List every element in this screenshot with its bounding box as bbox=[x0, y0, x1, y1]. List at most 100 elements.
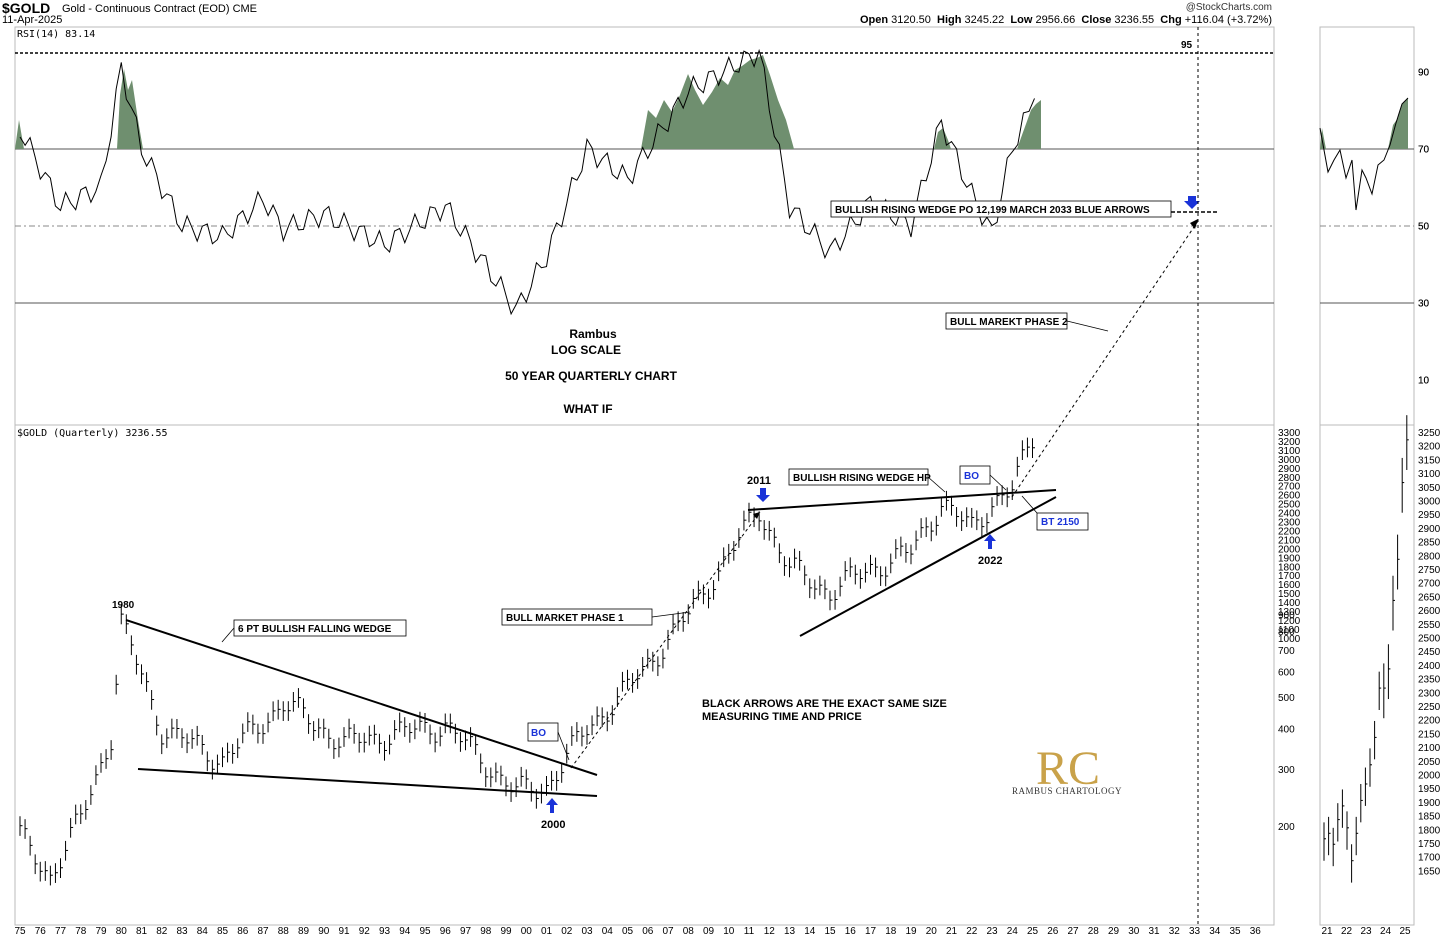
side-price-tick-label: 2900 bbox=[1418, 524, 1441, 535]
x-tick-label: 20 bbox=[926, 926, 938, 937]
rambus-chartology-logo: RC RAMBUS CHARTOLOGY bbox=[1012, 742, 1122, 796]
side-rsi-tick-label: 10 bbox=[1418, 376, 1430, 387]
x-tick-label: 30 bbox=[1128, 926, 1140, 937]
x-tick-label: 80 bbox=[116, 926, 128, 937]
side-x-tick-label: 23 bbox=[1360, 926, 1372, 937]
blue-down-arrow-2011-icon bbox=[756, 488, 770, 502]
logo-letters: RC bbox=[1036, 742, 1100, 795]
x-tick-label: 98 bbox=[480, 926, 492, 937]
side-price-tick-label: 3100 bbox=[1418, 469, 1441, 480]
open-value: 3120.50 bbox=[891, 14, 931, 26]
x-tick-label: 11 bbox=[744, 926, 755, 937]
x-tick-label: 10 bbox=[723, 926, 735, 937]
side-price-tick-label: 2850 bbox=[1418, 538, 1441, 549]
side-price-tick-label: 2700 bbox=[1418, 579, 1441, 590]
price-tick-label: 3100 bbox=[1278, 446, 1301, 457]
x-tick-label: 12 bbox=[764, 926, 776, 937]
x-tick-label: 77 bbox=[55, 926, 67, 937]
x-tick-label: 22 bbox=[966, 926, 978, 937]
side-price-tick-label: 1950 bbox=[1418, 784, 1441, 795]
x-tick-label: 09 bbox=[703, 926, 715, 937]
blue-up-arrow-2000-icon bbox=[546, 798, 558, 813]
side-price-tick-label: 3200 bbox=[1418, 442, 1441, 453]
x-tick-label: 97 bbox=[460, 926, 472, 937]
main-panel-frame bbox=[14, 26, 1275, 926]
x-tick-label: 99 bbox=[500, 926, 512, 937]
x-tick-label: 24 bbox=[1007, 926, 1019, 937]
price-tick-label: 2000 bbox=[1278, 544, 1301, 555]
phase2-arrowhead-icon bbox=[1190, 219, 1198, 229]
x-tick-label: 00 bbox=[521, 926, 533, 937]
x-tick-label: 75 bbox=[14, 926, 26, 937]
price-tick-label: 300 bbox=[1278, 765, 1295, 776]
target-arrow-icon bbox=[1184, 196, 1200, 209]
price-tick-label: 2400 bbox=[1278, 509, 1301, 520]
side-price-tick-label: 2400 bbox=[1418, 661, 1441, 672]
falling-wedge-label: 6 PT BULLISH FALLING WEDGE bbox=[238, 624, 392, 635]
side-rsi-line bbox=[1319, 97, 1409, 211]
price-bars bbox=[19, 437, 1035, 886]
low-value: 2956.66 bbox=[1035, 14, 1076, 26]
price-tick-label: 3300 bbox=[1278, 428, 1301, 439]
side-price-tick-label: 2650 bbox=[1418, 592, 1441, 603]
close-label: Close bbox=[1081, 14, 1112, 26]
x-tick-label: 84 bbox=[197, 926, 209, 937]
side-x-tick-label: 24 bbox=[1380, 926, 1392, 937]
phase1-arrowhead-icon bbox=[753, 512, 760, 519]
fifty-year-label: 50 YEAR QUARTERLY CHART bbox=[505, 369, 677, 383]
x-tick-label: 15 bbox=[824, 926, 836, 937]
price-tick-label: 2700 bbox=[1278, 482, 1301, 493]
x-tick-label: 31 bbox=[1148, 926, 1160, 937]
side-price-tick-label: 2200 bbox=[1418, 716, 1441, 727]
side-price-tick-label: 1750 bbox=[1418, 839, 1441, 850]
po-annotation-box bbox=[830, 200, 1172, 218]
price-tick-label: 2300 bbox=[1278, 518, 1301, 529]
x-tick-label: 32 bbox=[1169, 926, 1181, 937]
x-tick-label: 85 bbox=[217, 926, 229, 937]
price-tick-label: 3000 bbox=[1278, 455, 1301, 466]
side-rsi-tick-label: 90 bbox=[1418, 68, 1430, 79]
side-price-tick-label: 2000 bbox=[1418, 771, 1441, 782]
price-tick-label: 1400 bbox=[1278, 598, 1301, 609]
falling-wedge-lower bbox=[137, 768, 598, 797]
x-tick-label: 94 bbox=[399, 926, 411, 937]
rsi-axis-ticks: 90 70 50 30 10 bbox=[1418, 68, 1430, 387]
x-tick-label: 79 bbox=[95, 926, 107, 937]
rsi-tick-label: 50 bbox=[1418, 222, 1430, 233]
x-tick-label: 06 bbox=[642, 926, 654, 937]
x-tick-label: 35 bbox=[1229, 926, 1241, 937]
year-2000: 2000 bbox=[541, 819, 565, 831]
side-x-tick-label: 21 bbox=[1321, 926, 1333, 937]
black-arrows-note-1: BLACK ARROWS ARE THE EXACT SAME SIZE bbox=[702, 698, 947, 710]
x-tick-label: 90 bbox=[318, 926, 330, 937]
price-tick-label: 700 bbox=[1278, 646, 1295, 657]
rsi-95-marker: 95 bbox=[1181, 40, 1193, 51]
x-tick-label: 07 bbox=[662, 926, 674, 937]
bo1-label: BO bbox=[531, 728, 546, 739]
bull-phase2-pointer bbox=[1066, 320, 1109, 332]
x-tick-label: 25 bbox=[1027, 926, 1039, 937]
price-tick-label: 2200 bbox=[1278, 526, 1301, 537]
side-price-tick-label: 2950 bbox=[1418, 510, 1441, 521]
high-value: 3245.22 bbox=[964, 14, 1005, 26]
rsi-label: RSI(14) 83.14 bbox=[17, 29, 95, 40]
x-tick-label: 96 bbox=[440, 926, 452, 937]
open-label: Open bbox=[859, 14, 889, 26]
year-2022: 2022 bbox=[978, 555, 1002, 567]
side-price-tick-label: 2750 bbox=[1418, 565, 1441, 576]
x-tick-label: 17 bbox=[865, 926, 877, 937]
side-price-tick-label: 1700 bbox=[1418, 853, 1441, 864]
stockcharts-logo[interactable]: @StockCharts.com bbox=[1185, 2, 1272, 13]
side-price-ticks: 3250 3200 3150 3100 3050 3000 2950 2900 2850 2800… bbox=[1418, 428, 1441, 877]
price-tick-label: 1000 bbox=[1278, 634, 1301, 645]
ohlc-readout: Open 3120.50 High 3245.22 Low 2956.66 Cl… bbox=[860, 14, 1272, 26]
price-tick-label: 2800 bbox=[1278, 473, 1301, 484]
side-price-bars bbox=[1323, 415, 1409, 883]
po-annotation: BULLISH RISING WEDGE PO 12,199 MARCH 203… bbox=[835, 205, 1150, 216]
x-tick-label: 87 bbox=[257, 926, 269, 937]
price-tick-label: 2500 bbox=[1278, 500, 1301, 511]
rising-wedge-lower bbox=[799, 496, 1057, 637]
rsi-overbought-fill bbox=[15, 55, 1041, 149]
side-price-tick-label: 2250 bbox=[1418, 702, 1441, 713]
